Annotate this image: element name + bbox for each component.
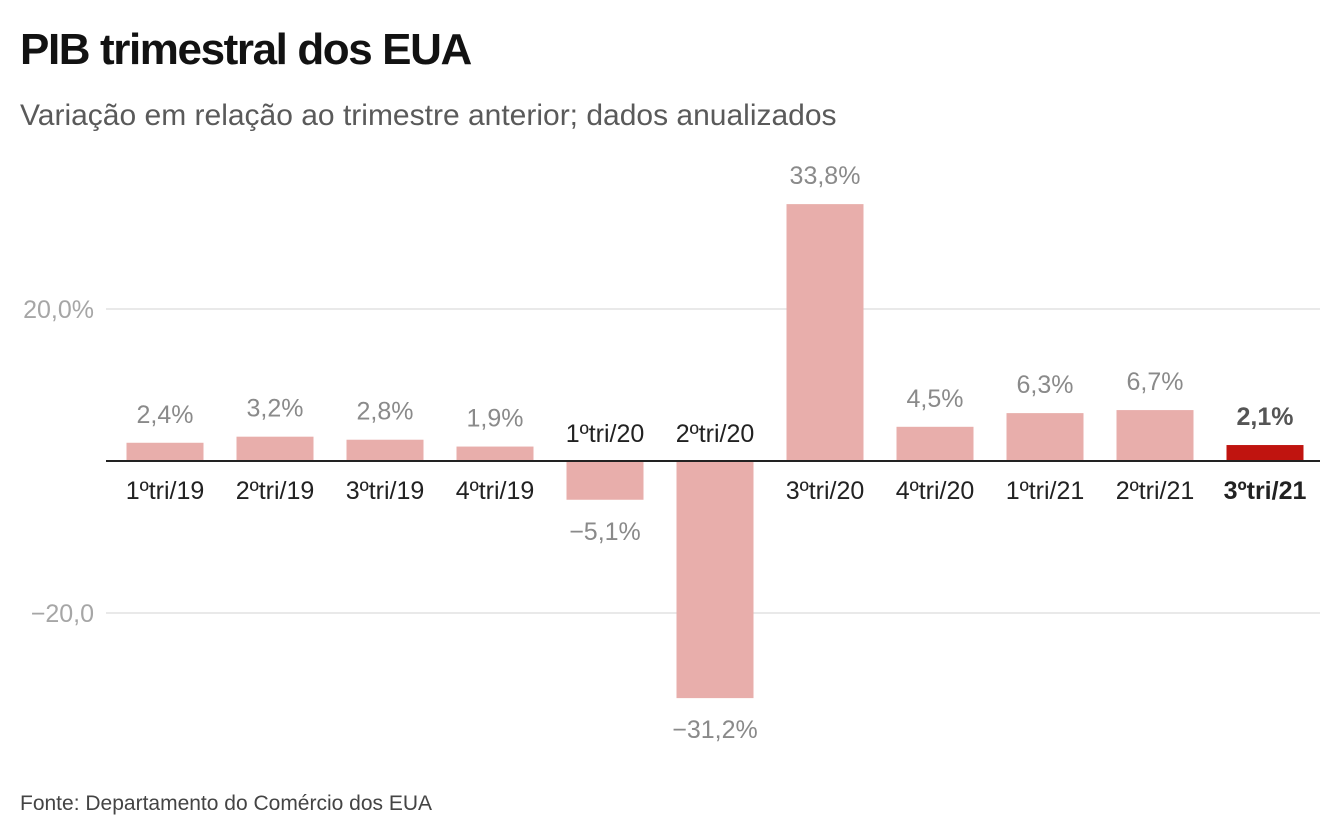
bar: [676, 461, 754, 699]
source-note: Fonte: Departamento do Comércio dos EUA: [20, 792, 433, 815]
chart-subtitle: Variação em relação ao trimestre anterio…: [20, 99, 837, 132]
value-label: 2,4%: [137, 401, 194, 429]
value-label: 2,1%: [1237, 403, 1294, 431]
category-label: 1ºtri/19: [126, 477, 205, 505]
category-label: 2ºtri/20: [676, 420, 755, 448]
bar: [1226, 445, 1304, 461]
category-label: 4ºtri/19: [456, 477, 535, 505]
value-label: 2,8%: [357, 398, 414, 426]
bar: [126, 442, 204, 461]
bar: [1116, 410, 1194, 461]
value-label: −5,1%: [569, 518, 641, 546]
bar: [456, 446, 534, 461]
value-label: 3,2%: [247, 395, 304, 423]
category-label: 3ºtri/19: [346, 477, 425, 505]
bar-chart: 20,0% −20,0 2,4% 1ºtri/19 3,2% 2ºtri/19 2,8% 3º…: [23, 162, 1320, 744]
category-label: 1ºtri/20: [566, 420, 645, 448]
bars: [126, 204, 1304, 699]
bar: [346, 439, 424, 461]
value-label: 4,5%: [907, 385, 964, 413]
value-label: 6,3%: [1017, 371, 1074, 399]
value-label: 6,7%: [1127, 368, 1184, 396]
value-label: −31,2%: [672, 716, 758, 744]
bar: [896, 426, 974, 461]
bar: [786, 204, 864, 461]
category-label: 2ºtri/19: [236, 477, 315, 505]
category-label: 3ºtri/20: [786, 477, 865, 505]
category-label: 1ºtri/21: [1006, 477, 1085, 505]
labels: 20,0% −20,0 2,4% 1ºtri/19 3,2% 2ºtri/19 2,8% 3º…: [23, 162, 1306, 744]
bar: [1006, 413, 1084, 461]
category-label: 2ºtri/21: [1116, 477, 1195, 505]
y-tick-label: 20,0%: [23, 296, 94, 324]
value-label: 1,9%: [467, 405, 524, 433]
category-label: 4ºtri/20: [896, 477, 975, 505]
category-label: 3ºtri/21: [1224, 477, 1307, 505]
bar: [236, 436, 314, 461]
bar: [566, 461, 644, 500]
chart-title: PIB trimestral dos EUA: [20, 25, 472, 74]
value-label: 33,8%: [790, 162, 861, 190]
y-tick-label: −20,0: [31, 600, 94, 628]
